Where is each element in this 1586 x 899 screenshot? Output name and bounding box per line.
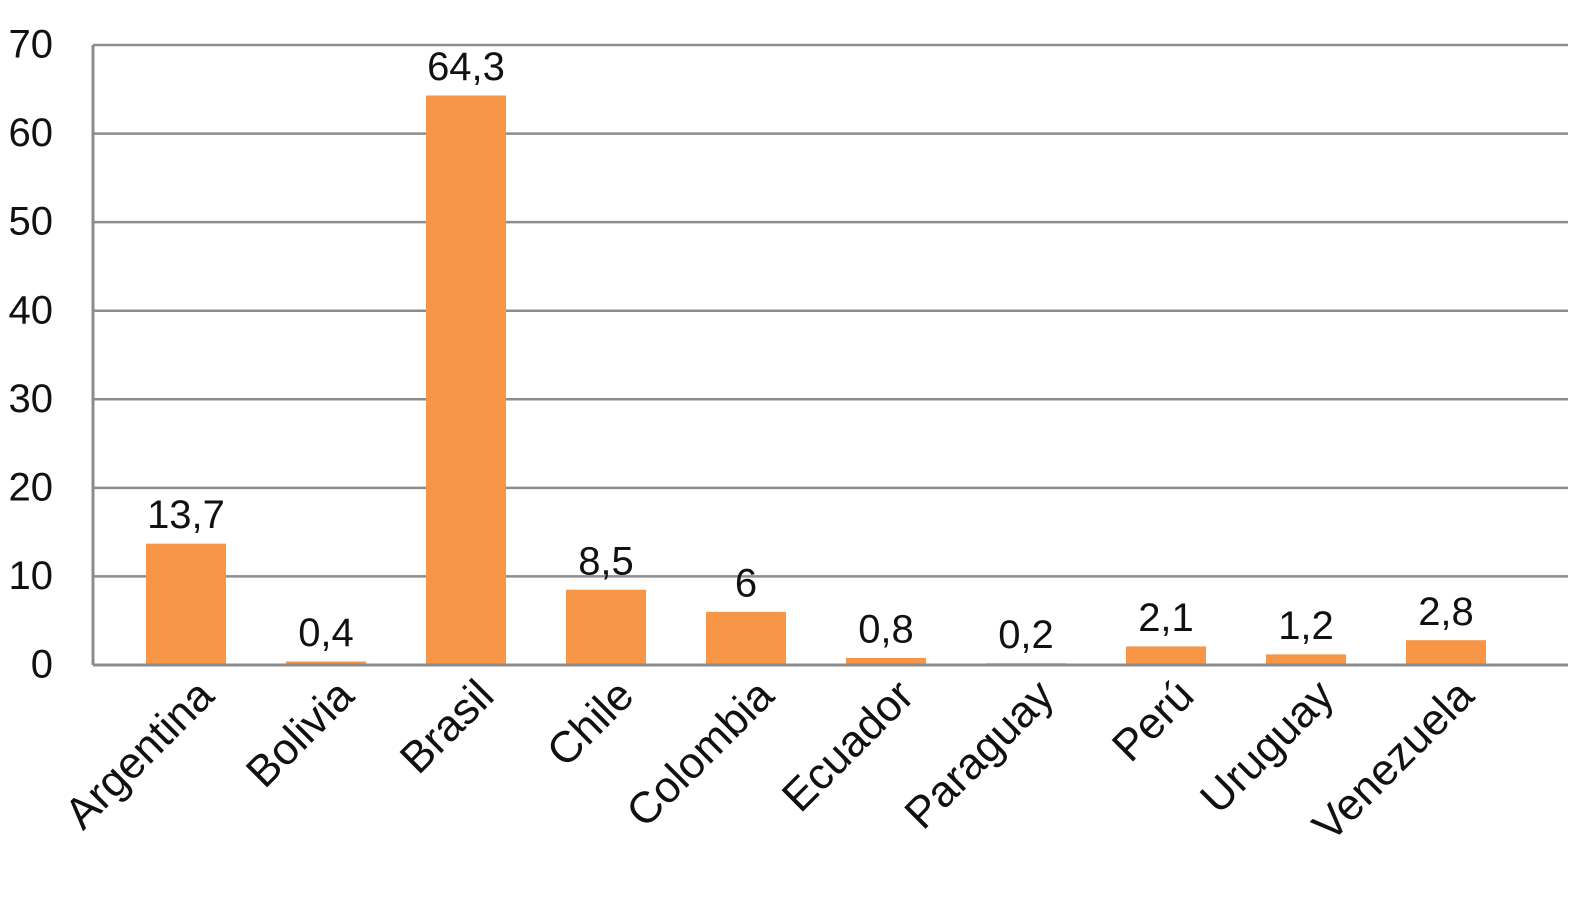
data-label: 13,7 — [147, 493, 225, 537]
y-tick-label: 30 — [9, 377, 54, 421]
bar — [426, 95, 506, 665]
x-tick-label: Paraguay — [895, 671, 1063, 839]
bar — [146, 543, 226, 665]
y-tick-label: 40 — [9, 288, 54, 332]
y-tick-label: 0 — [31, 643, 53, 687]
x-tick-label: Bolivia — [237, 670, 364, 797]
data-label: 0,8 — [858, 607, 914, 651]
x-tick-label: Brasil — [391, 671, 503, 783]
bar — [846, 657, 926, 665]
y-tick-label: 60 — [9, 111, 54, 155]
y-tick-label: 20 — [9, 465, 54, 509]
bar — [1406, 640, 1486, 665]
x-tick-label: Colombia — [617, 670, 783, 836]
data-label: 6 — [735, 561, 757, 605]
y-tick-label: 10 — [9, 554, 54, 598]
y-tick-label: 50 — [9, 200, 54, 244]
x-tick-label: Argentina — [55, 670, 223, 838]
bar — [1126, 646, 1206, 665]
data-label: 2,1 — [1138, 596, 1194, 640]
data-label: 1,2 — [1278, 604, 1334, 648]
x-tick-label: Perú — [1103, 671, 1203, 771]
data-label: 0,2 — [998, 613, 1054, 657]
bar — [566, 589, 646, 665]
x-tick-label: Chile — [538, 671, 644, 777]
data-label: 8,5 — [578, 539, 634, 583]
y-tick-label: 70 — [9, 23, 54, 67]
data-label: 0,4 — [298, 611, 354, 655]
data-label: 64,3 — [427, 45, 505, 89]
bar — [1266, 654, 1346, 665]
bar — [706, 611, 786, 665]
bar — [286, 661, 366, 665]
data-label: 2,8 — [1418, 590, 1474, 634]
